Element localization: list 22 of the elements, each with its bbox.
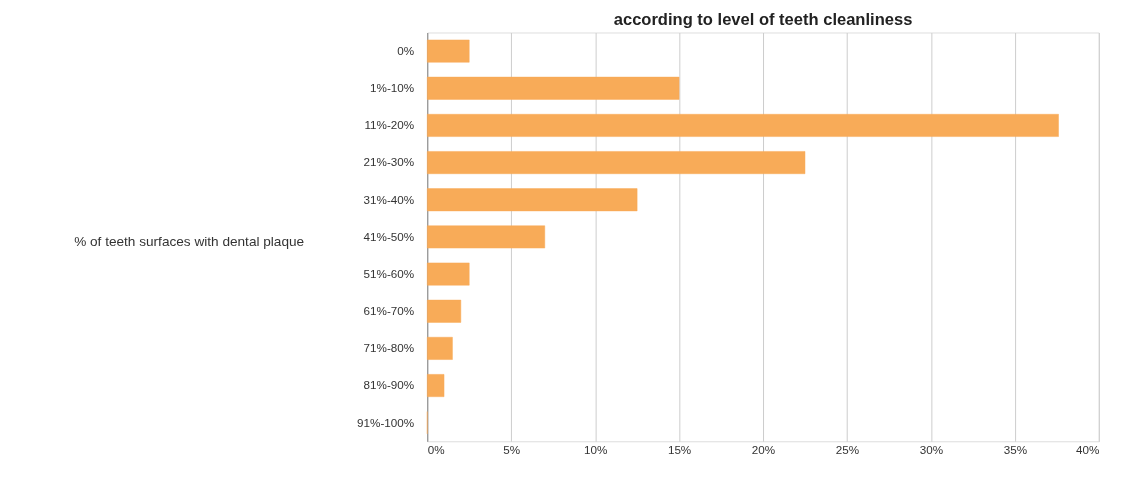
x-tick-label: 0% bbox=[427, 443, 445, 457]
y-tick-label: 51%-60% bbox=[363, 266, 415, 280]
y-tick-label: 1%-10% bbox=[370, 81, 415, 95]
x-tick-label: 40% bbox=[1075, 443, 1100, 457]
y-tick-label: 21%-30% bbox=[363, 155, 415, 169]
x-tick-label: 35% bbox=[1003, 443, 1028, 457]
y-tick-label: 61%-70% bbox=[363, 304, 415, 318]
y-tick-label: 71%-80% bbox=[363, 341, 415, 355]
x-tick-label: 10% bbox=[583, 443, 608, 457]
x-tick-label: 20% bbox=[751, 443, 776, 457]
x-tick-label: 5% bbox=[503, 443, 521, 457]
y-tick-label: 81%-90% bbox=[363, 378, 415, 392]
x-tick-label: 30% bbox=[919, 443, 944, 457]
x-tick-label: 15% bbox=[667, 443, 692, 457]
y-tick-label: 41%-50% bbox=[363, 229, 415, 243]
y-tick-label: 31%-40% bbox=[363, 192, 415, 206]
y-tick-label: 91%-100% bbox=[357, 415, 415, 429]
x-tick-label: 25% bbox=[835, 443, 860, 457]
y-tick-label: 0% bbox=[397, 44, 415, 57]
y-axis-title: % of teeth surfaces with dental plaque bbox=[74, 234, 305, 250]
y-tick-label: 11%-20% bbox=[364, 118, 415, 132]
chart-title: according to level of teeth cleanliness bbox=[613, 9, 913, 29]
